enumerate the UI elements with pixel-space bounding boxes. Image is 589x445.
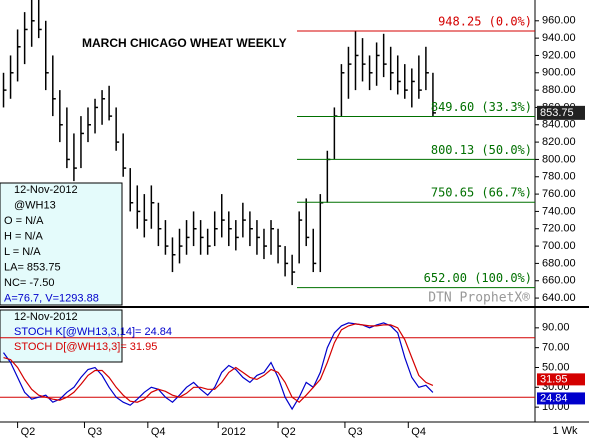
x-tick-label: 2012 — [221, 426, 245, 438]
legend-date: 12-Nov-2012 — [14, 311, 78, 323]
x-tick-label: Q3 — [87, 426, 102, 438]
y-tick-label: 50.00 — [542, 361, 570, 373]
info-text: L = N/A — [4, 246, 41, 258]
fib-label: 849.60 (33.3%) — [431, 100, 532, 114]
y-tick-label: 820.00 — [542, 136, 576, 148]
info-text: H = N/A — [4, 230, 43, 242]
y-tick-label: 880.00 — [542, 84, 576, 96]
y-tick-label: 700.00 — [542, 240, 576, 252]
x-tick-label: Q3 — [348, 426, 363, 438]
last-price-box — [537, 105, 585, 120]
info-text: O = N/A — [4, 215, 44, 227]
last-value-box — [537, 373, 585, 386]
fib-label: 750.65 (66.7%) — [431, 186, 532, 200]
x-tick-label: Q4 — [411, 426, 426, 438]
y-tick-label: 680.00 — [542, 257, 576, 269]
y-tick-label: 660.00 — [542, 275, 576, 287]
x-tick-label: Q4 — [151, 426, 166, 438]
legend-entry: STOCH D[@WH13,3]= 31.95 — [14, 341, 157, 353]
last-value-box — [537, 392, 585, 405]
y-tick-label: 800.00 — [542, 153, 576, 165]
chart-title: MARCH CHICAGO WHEAT WEEKLY — [82, 36, 287, 50]
legend-box — [0, 309, 123, 363]
y-tick-label: 940.00 — [542, 32, 576, 44]
x-tick-label: Q2 — [281, 426, 296, 438]
last-value-label: 31.95 — [540, 373, 568, 385]
info-box — [0, 182, 123, 306]
y-tick-label: 640.00 — [542, 292, 576, 304]
y-tick-label: 90.00 — [542, 322, 570, 334]
info-text: LA= 853.75 — [4, 261, 61, 273]
fib-label: 800.13 (50.0%) — [431, 143, 532, 157]
y-tick-label: 760.00 — [542, 188, 576, 200]
y-tick-label: 70.00 — [542, 342, 570, 354]
stoch-line — [3, 323, 434, 403]
legend-entry: STOCH K[@WH13,3,14]= 24.84 — [14, 326, 172, 338]
fib-label: 652.00 (100.0%) — [424, 271, 532, 285]
info-text: 12-Nov-2012 — [14, 184, 78, 196]
y-tick-label: 960.00 — [542, 15, 576, 27]
y-tick-label: 740.00 — [542, 205, 576, 217]
info-text: A=76.7, V=1293.88 — [4, 292, 99, 304]
fib-label: 948.25 (0.0%) — [438, 14, 532, 28]
x-tick-label: Q2 — [21, 426, 36, 438]
info-text: NC= -7.50 — [4, 277, 54, 289]
info-text: @WH13 — [14, 199, 56, 211]
watermark: DTN ProphetX® — [428, 291, 530, 306]
last-value-label: 24.84 — [540, 392, 568, 404]
y-tick-label: 780.00 — [542, 171, 576, 183]
y-tick-label: 920.00 — [542, 49, 576, 61]
x-axis-label: 1 Wk — [552, 425, 578, 437]
y-tick-label: 900.00 — [542, 67, 576, 79]
last-price-label: 853.75 — [540, 107, 574, 119]
y-tick-label: 840.00 — [542, 119, 576, 131]
y-tick-label: 720.00 — [542, 223, 576, 235]
